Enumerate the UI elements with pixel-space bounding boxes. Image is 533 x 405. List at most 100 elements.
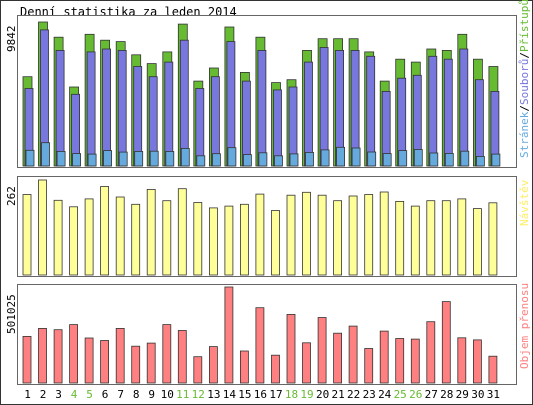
bar-stránek-day-5 — [87, 153, 97, 167]
bar-visits-day-12 — [193, 202, 203, 276]
x-label-day-9: 9 — [148, 388, 155, 401]
bar-kbytes-day-11 — [177, 330, 187, 384]
x-label-day-20: 20 — [316, 388, 329, 401]
bar-kbytes-day-10 — [162, 324, 172, 384]
bar-visits-day-16 — [255, 193, 265, 276]
bar-stránek-day-11 — [180, 147, 190, 167]
bar-stránek-day-3 — [56, 150, 66, 167]
x-label-day-24: 24 — [378, 388, 392, 401]
bar-kbytes-day-28 — [441, 301, 451, 384]
bar-visits-day-25 — [395, 200, 405, 276]
bar-kbytes-day-23 — [364, 348, 374, 384]
panel-hits-bars — [22, 21, 501, 167]
bar-souborů-day-12 — [195, 88, 205, 167]
x-label-day-7: 7 — [117, 388, 124, 401]
bar-stránek-day-27 — [429, 152, 439, 167]
bar-kbytes-day-13 — [208, 346, 218, 384]
x-label-day-22: 22 — [347, 388, 360, 401]
bar-visits-day-23 — [364, 194, 374, 276]
x-label-day-15: 15 — [238, 388, 251, 401]
bar-stránek-day-18 — [289, 153, 299, 167]
bar-stránek-day-2 — [41, 142, 50, 167]
bar-kbytes-day-18 — [286, 313, 296, 384]
x-label-day-4: 4 — [71, 388, 78, 401]
bar-stránek-day-29 — [460, 150, 470, 167]
bar-souborů-day-6 — [102, 48, 111, 167]
bar-stránek-day-12 — [196, 155, 206, 167]
x-label-day-13: 13 — [207, 388, 220, 401]
bar-kbytes-day-19 — [302, 342, 311, 384]
bar-stránek-day-13 — [211, 153, 221, 167]
bar-visits-day-6 — [100, 186, 109, 276]
x-label-day-14: 14 — [223, 388, 237, 401]
bar-kbytes-day-5 — [84, 337, 94, 384]
bar-stránek-day-20 — [320, 149, 330, 167]
bar-kbytes-day-16 — [255, 307, 265, 384]
bar-visits-day-27 — [426, 200, 436, 276]
bar-stránek-day-8 — [134, 150, 144, 167]
bar-souborů-day-7 — [117, 50, 127, 167]
bar-stránek-day-9 — [149, 150, 159, 167]
bar-kbytes-day-30 — [472, 339, 482, 384]
bar-kbytes-day-6 — [100, 340, 109, 384]
bar-visits-day-31 — [488, 202, 498, 276]
x-label-day-17: 17 — [269, 388, 282, 401]
bar-visits-day-29 — [457, 198, 467, 276]
x-label-day-12: 12 — [192, 388, 205, 401]
x-label-day-19: 19 — [300, 388, 313, 401]
bar-souborů-day-15 — [241, 80, 251, 167]
bar-kbytes-day-1 — [22, 335, 32, 384]
x-label-day-31: 31 — [487, 388, 500, 401]
bar-stránek-day-22 — [351, 147, 361, 167]
bar-kbytes-day-29 — [457, 337, 467, 384]
bar-souborů-day-3 — [55, 50, 65, 167]
panel-visits-bars — [22, 179, 498, 276]
legend-pages: Stránek — [518, 111, 531, 158]
panel-hits-legend: Stránek/Souborů/Přístupů — [518, 0, 531, 158]
x-label-day-27: 27 — [425, 388, 438, 401]
bar-stránek-day-14 — [227, 147, 237, 167]
bar-kbytes-day-17 — [271, 354, 280, 384]
x-label-day-10: 10 — [161, 388, 174, 401]
bar-stránek-day-21 — [336, 146, 346, 167]
bar-visits-day-26 — [410, 205, 420, 276]
panel-kbytes: 501025 Objem přenosu — [5, 283, 531, 385]
bar-stránek-day-6 — [103, 150, 112, 167]
bar-stránek-day-24 — [382, 153, 392, 167]
x-label-day-26: 26 — [409, 388, 422, 401]
bar-visits-day-4 — [69, 206, 78, 276]
legend-sep-1: / — [518, 105, 531, 112]
x-label-day-8: 8 — [133, 388, 140, 401]
bar-kbytes-day-8 — [131, 345, 141, 384]
bar-kbytes-day-22 — [348, 325, 358, 384]
bar-kbytes-day-2 — [38, 327, 47, 384]
bar-visits-day-8 — [131, 203, 141, 276]
bar-visits-day-17 — [271, 210, 280, 276]
bar-souborů-day-19 — [304, 61, 313, 167]
bar-stránek-day-30 — [475, 156, 485, 167]
bar-souborů-day-10 — [164, 61, 174, 167]
bar-visits-day-19 — [302, 191, 311, 276]
bar-kbytes-day-4 — [69, 324, 78, 384]
panel-kbytes-max-label: 501025 — [5, 294, 18, 334]
x-label-day-28: 28 — [440, 388, 453, 401]
bar-souborů-day-16 — [257, 50, 267, 167]
bar-stránek-day-10 — [165, 151, 175, 167]
panel-visits: 262 Návštěv — [5, 176, 531, 277]
bar-stránek-day-23 — [367, 151, 377, 167]
bar-visits-day-10 — [162, 200, 172, 276]
x-label-day-23: 23 — [363, 388, 376, 401]
x-label-day-1: 1 — [24, 388, 31, 401]
panel-visits-legend: Návštěv — [518, 179, 531, 226]
bar-visits-day-24 — [379, 191, 389, 276]
bar-kbytes-day-20 — [317, 317, 327, 384]
bar-kbytes-day-24 — [379, 330, 389, 384]
x-label-day-6: 6 — [102, 388, 109, 401]
bar-stránek-day-15 — [242, 154, 252, 167]
bar-visits-day-28 — [441, 200, 451, 276]
bar-souborů-day-30 — [474, 79, 484, 167]
bar-visits-day-2 — [38, 179, 47, 276]
bar-stránek-day-31 — [491, 153, 501, 167]
bar-stránek-day-1 — [25, 149, 35, 167]
bar-kbytes-day-7 — [115, 327, 125, 384]
